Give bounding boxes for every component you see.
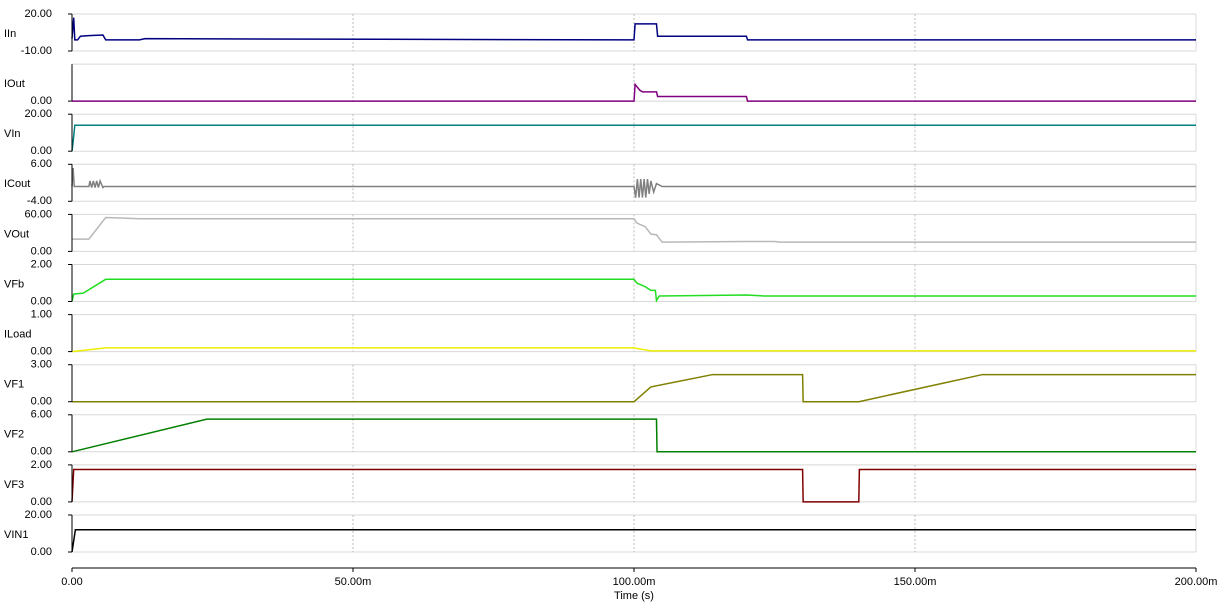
x-tick-label: 50.00m [335,576,372,588]
series-label: ICout [4,178,30,190]
series-label: IOut [4,78,25,90]
series-label: VIn [4,128,21,140]
x-axis-label: Time (s) [614,590,654,602]
y-tick-label: 6.00 [31,409,52,421]
series-line [71,468,1196,503]
y-tick-label: 60.00 [24,208,52,220]
series-label: VF3 [4,479,24,491]
y-tick-label: 1.00 [31,309,52,321]
series-line [71,124,1196,152]
series-line [71,167,1196,198]
y-tick-label: 3.00 [31,359,52,371]
y-tick-label: 0.00 [31,546,52,558]
y-tick-label: 2.00 [31,459,52,471]
series-line [72,82,1196,102]
y-tick-label: 0.00 [31,95,52,107]
y-tick-label: 20.00 [24,509,52,521]
series-line [71,278,1196,303]
series-label: VOut [4,228,29,240]
x-tick-label: 200.00m [1175,576,1218,588]
y-tick-label: 0.00 [31,145,52,157]
y-tick-label: 0.00 [31,245,52,257]
series-line [72,216,1196,243]
y-tick-label: 20.00 [24,108,52,120]
y-tick-label: 0.00 [31,295,52,307]
y-tick-label: -10.00 [21,45,52,57]
series-line [71,529,1196,553]
series-line [71,418,1196,453]
series-label: VIN1 [4,529,28,541]
series-label: VF1 [4,379,24,391]
series-line [71,347,1196,353]
series-label: VFb [4,278,24,290]
series-line [71,17,1196,41]
y-tick-label: -4.00 [27,195,52,207]
y-tick-label: 0.00 [31,496,52,508]
x-tick-label: 0.00 [61,576,82,588]
y-tick-label: 6.00 [31,158,52,170]
series-label: VF2 [4,429,24,441]
y-tick-label: 0.00 [31,446,52,458]
y-tick-label: 0.00 [31,346,52,358]
series-label: IIn [4,28,16,40]
y-tick-label: 0.00 [31,396,52,408]
series-label: ILoad [4,329,32,341]
y-tick-label: 2.00 [31,258,52,270]
series-line [72,373,1196,403]
x-tick-label: 100.00m [613,576,656,588]
x-tick-label: 150.00m [894,576,937,588]
y-tick-label: 20.00 [24,8,52,20]
